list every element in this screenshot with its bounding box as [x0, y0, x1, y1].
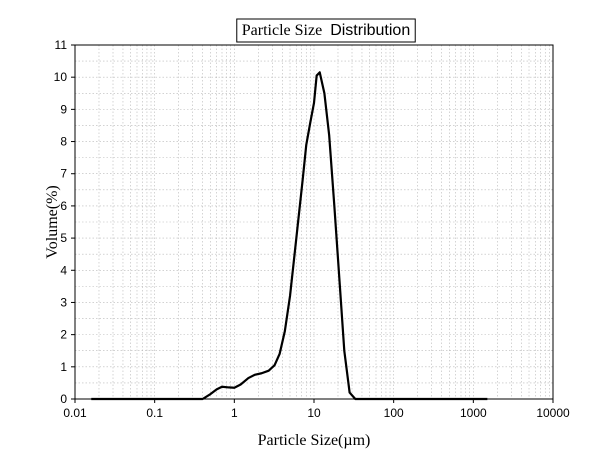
- x-tick-label: 1000: [460, 406, 487, 420]
- y-tick-label: 9: [60, 102, 67, 116]
- x-tick-labels: 0.01 0.1 1 10 100 1000 10000: [63, 406, 570, 420]
- y-tick-label: 11: [55, 38, 68, 52]
- y-tick-label: 8: [60, 135, 67, 149]
- x-tick-label: 100: [384, 406, 404, 420]
- y-axis-label: Volume(%): [44, 185, 61, 258]
- y-tick-label: 4: [60, 263, 67, 277]
- x-tick-label: 1: [231, 406, 238, 420]
- x-tick-label: 0.01: [63, 406, 87, 420]
- tick-marks: [71, 44, 554, 403]
- y-tick-label: 3: [60, 295, 67, 309]
- grid: [75, 45, 553, 399]
- series-line: [91, 71, 488, 401]
- chart-title-part1: Particle Size: [242, 22, 322, 39]
- y-tick-label: 10: [54, 70, 68, 84]
- chart-title-part2: Distribution: [330, 22, 410, 39]
- chart-title: Particle Size Distribution: [236, 18, 416, 43]
- x-axis-label: Particle Size(µm): [258, 432, 371, 449]
- chart-title-box: [236, 18, 416, 43]
- chart-title-text: Particle Size Distribution: [242, 22, 410, 39]
- y-tick-label: 7: [60, 167, 67, 181]
- y-tick-label: 6: [60, 199, 67, 213]
- x-tick-label: 0.1: [146, 406, 163, 420]
- y-tick-label: 0: [60, 392, 67, 406]
- y-tick-label: 2: [60, 328, 67, 342]
- y-tick-label: 1: [60, 360, 67, 374]
- y-tick-label: 5: [60, 231, 67, 245]
- x-tick-label: 10: [307, 406, 321, 420]
- y-tick-labels: 0 1 2 3 4 5 6 7 8 9 10 11: [54, 38, 68, 406]
- x-tick-label: 10000: [536, 406, 570, 420]
